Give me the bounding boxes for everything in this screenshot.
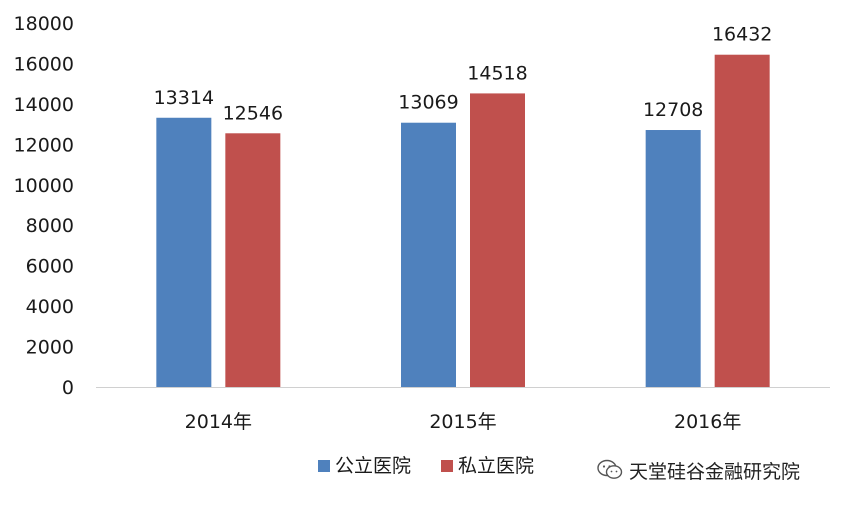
y-tick-label: 10000: [14, 175, 74, 197]
y-tick-label: 0: [62, 377, 74, 399]
data-label: 12546: [223, 102, 283, 124]
bar-series-group: [156, 54, 770, 388]
y-tick-label: 4000: [26, 296, 74, 318]
data-label: 14518: [467, 62, 527, 84]
x-tick-label: 2014年: [185, 411, 252, 433]
bar: [470, 93, 525, 387]
y-tick-label: 6000: [26, 256, 74, 278]
x-tick-label: 2015年: [429, 411, 496, 433]
data-label: 13069: [398, 92, 458, 114]
data-label: 13314: [154, 87, 214, 109]
x-tick-label: 2016年: [674, 411, 741, 433]
legend-swatch: [441, 460, 453, 472]
y-axis-tick-labels: 0 2000 4000 6000 8000 10000 12000 14000 16000 180…: [14, 13, 74, 399]
legend-swatch: [318, 460, 330, 472]
legend-label: 公立医院: [335, 455, 411, 477]
watermark: 天堂硅谷金融研究院: [597, 455, 800, 485]
y-tick-label: 12000: [14, 134, 74, 156]
data-labels-group: 13314 12546 13069 14518 12708 16432: [154, 24, 773, 125]
x-axis-tick-labels: 2014年 2015年 2016年: [185, 411, 742, 433]
watermark-text: 天堂硅谷金融研究院: [629, 460, 801, 483]
data-label: 12708: [643, 99, 703, 121]
y-tick-label: 14000: [14, 94, 74, 116]
wechat-bubble-icon: [597, 459, 623, 479]
legend-label: 私立医院: [458, 455, 534, 477]
bar: [225, 133, 281, 387]
bar: [645, 130, 701, 388]
y-tick-label: 2000: [26, 337, 74, 359]
bar: [156, 117, 212, 388]
bar: [401, 122, 456, 388]
y-tick-label: 16000: [14, 53, 74, 75]
bar: [714, 54, 770, 388]
y-tick-label: 18000: [14, 13, 74, 35]
legend: 公立医院 私立医院: [318, 455, 534, 477]
y-tick-label: 8000: [26, 215, 74, 237]
data-label: 16432: [712, 24, 772, 46]
